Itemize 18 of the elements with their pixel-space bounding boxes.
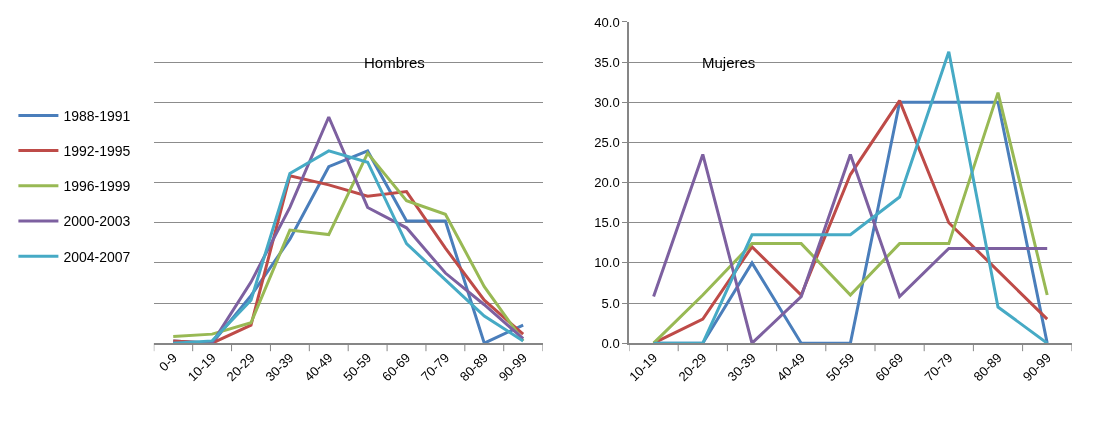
text: Mujeres xyxy=(702,54,756,71)
x-tick-label: 0-9 xyxy=(156,350,180,375)
y-tick-label: 40.0 xyxy=(594,14,620,30)
y-tick-label: 5.0 xyxy=(601,295,620,311)
legend-label: 1992-1995 xyxy=(63,143,131,160)
legend-label: 2000-2003 xyxy=(63,213,131,230)
line-series xyxy=(652,152,1049,344)
y-tick-label: 0.0 xyxy=(601,335,620,351)
y-tick-label: 35.0 xyxy=(594,54,620,70)
y-tick-label: 15.0 xyxy=(594,215,620,231)
chart-title: Hombres xyxy=(364,54,425,71)
legend-label: 2004-2007 xyxy=(63,248,131,265)
y-tick-label: 10.0 xyxy=(594,255,620,271)
y-tick-label: 25.0 xyxy=(594,134,620,150)
legend-label: 1988-1991 xyxy=(63,107,131,124)
legend-label: 1996-1999 xyxy=(63,178,131,195)
y-tick-label: 20.0 xyxy=(594,175,620,191)
y-tick-label: 30.0 xyxy=(594,94,620,110)
